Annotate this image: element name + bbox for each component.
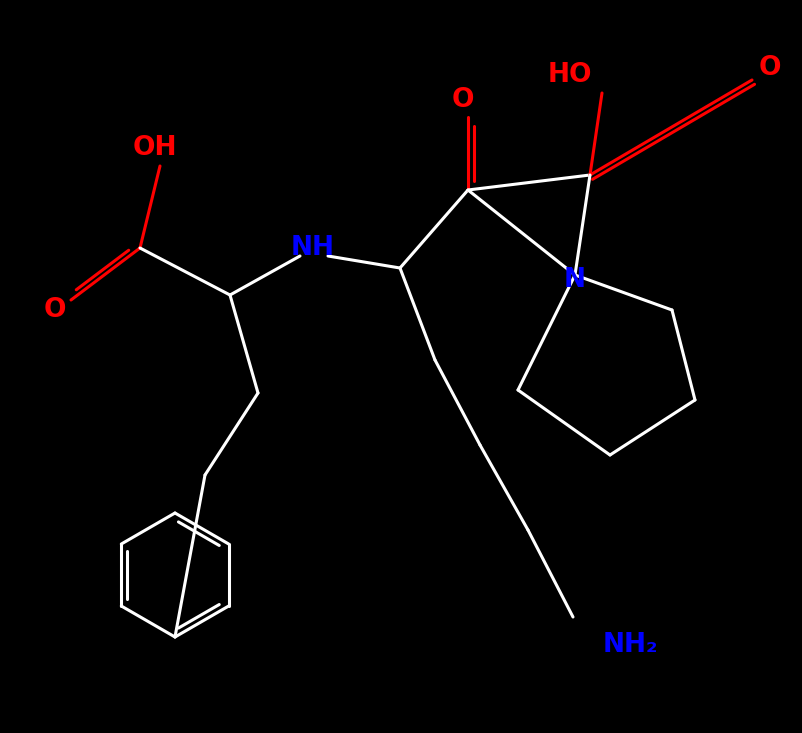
Text: O: O xyxy=(452,87,474,113)
Text: HO: HO xyxy=(548,62,592,88)
Text: N: N xyxy=(564,267,586,293)
Text: NH: NH xyxy=(291,235,335,261)
Text: O: O xyxy=(44,297,67,323)
Text: O: O xyxy=(759,55,781,81)
Text: OH: OH xyxy=(133,135,177,161)
Text: NH₂: NH₂ xyxy=(602,632,658,658)
